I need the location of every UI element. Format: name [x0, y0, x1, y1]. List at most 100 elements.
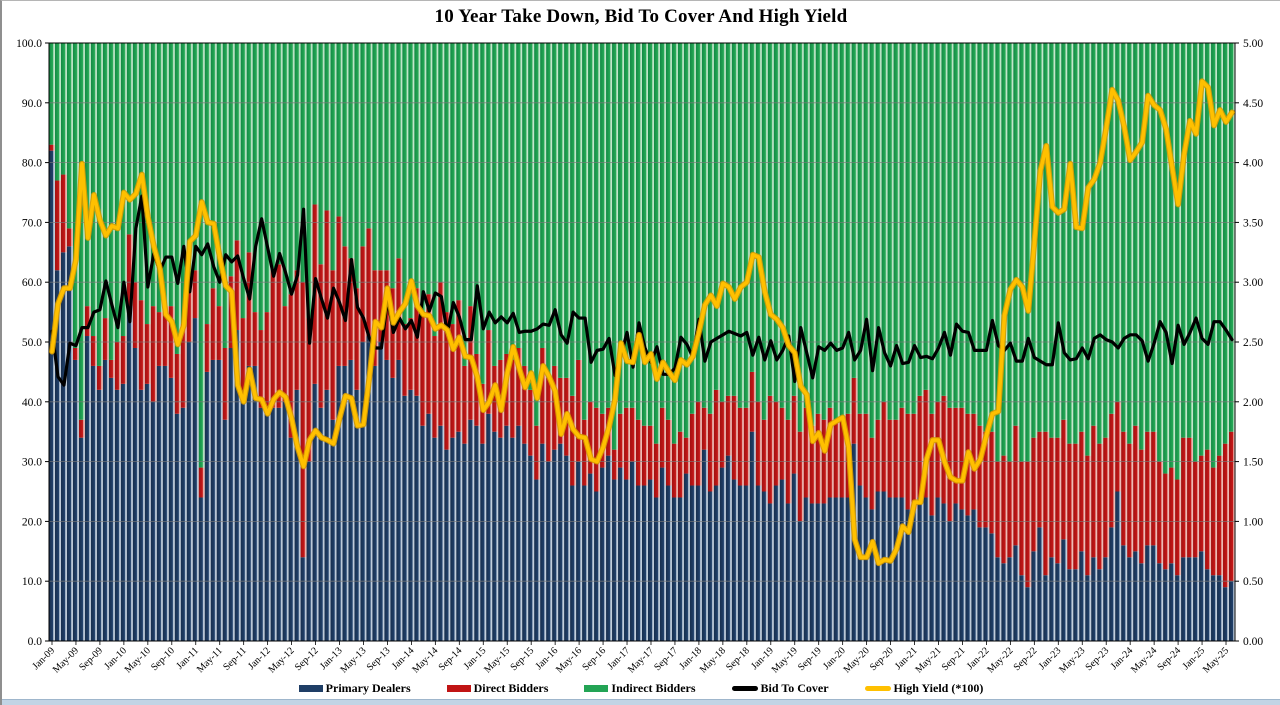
bar-direct-bidders	[492, 365, 499, 432]
bar-direct-bidders	[1217, 455, 1224, 576]
bar-indirect-bidders	[546, 43, 553, 378]
bar-direct-bidders	[330, 270, 337, 420]
bar-indirect-bidders	[282, 43, 289, 307]
bar-indirect-bidders	[168, 43, 175, 307]
bar-indirect-bidders	[779, 43, 786, 408]
bar-direct-bidders	[456, 300, 463, 432]
bar-direct-bidders	[689, 413, 696, 486]
bar-direct-bidders	[707, 413, 714, 492]
bar-indirect-bidders	[582, 43, 589, 420]
bar-primary-dealers	[318, 407, 325, 641]
bar-indirect-bidders	[522, 43, 529, 366]
bar-direct-bidders	[1001, 455, 1008, 564]
bar-indirect-bidders	[174, 43, 181, 354]
bar-primary-dealers	[1079, 551, 1086, 641]
bar-primary-dealers	[845, 497, 852, 641]
bar-primary-dealers	[222, 419, 229, 641]
bar-indirect-bidders	[665, 43, 673, 420]
bar-indirect-bidders	[701, 43, 708, 408]
bar-indirect-bidders	[156, 43, 163, 313]
bar-primary-dealers	[49, 150, 56, 641]
bar-primary-dealers	[1037, 527, 1044, 641]
bar-primary-dealers	[174, 413, 181, 641]
bar-indirect-bidders	[797, 43, 804, 432]
x-axis-tick-label: May-10	[123, 645, 153, 675]
bar-indirect-bidders	[270, 43, 277, 271]
x-axis-tick-label: May-11	[195, 645, 225, 675]
bar-direct-bidders	[1133, 425, 1140, 552]
bar-primary-dealers	[252, 365, 259, 641]
bar-primary-dealers	[600, 467, 607, 641]
bar-direct-bidders	[546, 377, 553, 462]
bar-primary-dealers	[695, 485, 702, 641]
bar-indirect-bidders	[312, 43, 319, 205]
bar-primary-dealers	[899, 497, 906, 641]
bar-primary-dealers	[108, 377, 115, 641]
bar-primary-dealers	[234, 330, 241, 641]
y-axis-tick-label: 2.00	[1243, 397, 1263, 409]
bar-direct-bidders	[258, 330, 265, 408]
bar-indirect-bidders	[246, 43, 253, 253]
bar-primary-dealers	[144, 383, 151, 641]
bar-indirect-bidders	[869, 43, 876, 438]
bar-primary-dealers	[1049, 557, 1056, 641]
bar-primary-dealers	[90, 365, 97, 641]
bar-indirect-bidders	[1073, 43, 1080, 444]
y-axis-right-labels: 5.00 4.50 4.00 3.50 3.00 2.50 2.00 1.50 1.00 0.50…	[1235, 38, 1263, 648]
bar-indirect-bidders	[911, 43, 918, 414]
legend-label-bid-to-cover: Bid To Cover	[760, 681, 829, 695]
bar-indirect-bidders	[1013, 43, 1020, 426]
bar-indirect-bidders	[594, 43, 601, 408]
bar-primary-dealers	[576, 461, 583, 641]
bar-direct-bidders	[1157, 461, 1164, 564]
bar-direct-bidders	[1061, 419, 1068, 540]
bar-primary-dealers	[1061, 539, 1068, 641]
bar-indirect-bidders	[767, 43, 774, 396]
chart-title: 10 Year Take Down, Bid To Cover And High…	[434, 6, 848, 27]
bar-direct-bidders	[402, 324, 409, 396]
bar-primary-dealers	[785, 503, 792, 641]
bar-direct-bidders	[1127, 443, 1134, 558]
bar-direct-bidders	[420, 312, 427, 426]
bar-direct-bidders	[839, 419, 846, 498]
x-axis-tick-label: Sep-16	[580, 645, 608, 673]
bar-indirect-bidders	[893, 43, 900, 420]
bar-direct-bidders	[372, 270, 379, 366]
bar-primary-dealers	[1217, 575, 1224, 641]
bar-indirect-bidders	[498, 43, 505, 360]
bar-direct-bidders	[857, 413, 864, 486]
bar-indirect-bidders	[887, 43, 894, 420]
bar-primary-dealers	[96, 389, 103, 641]
bar-primary-dealers	[809, 503, 816, 641]
bar-direct-bidders	[701, 407, 708, 450]
bar-indirect-bidders	[653, 43, 661, 444]
bar-primary-dealers	[624, 479, 631, 641]
bar-indirect-bidders	[1181, 43, 1188, 438]
bar-direct-bidders	[210, 288, 217, 360]
bar-direct-bidders	[234, 240, 241, 331]
bar-primary-dealers	[84, 336, 91, 641]
bar-indirect-bidders	[570, 43, 577, 396]
bar-indirect-bidders	[558, 43, 565, 378]
bar-indirect-bidders	[1019, 43, 1026, 462]
bar-primary-dealers	[881, 491, 888, 641]
bar-primary-dealers	[60, 252, 68, 642]
bar-direct-bidders	[1019, 461, 1026, 576]
bar-direct-bidders	[252, 312, 259, 366]
bar-direct-bidders	[360, 246, 367, 342]
bar-primary-dealers	[1157, 563, 1164, 641]
bar-primary-dealers	[198, 497, 205, 641]
bar-direct-bidders	[462, 365, 469, 444]
bar-primary-dealers	[953, 503, 960, 641]
bar-primary-dealers	[689, 485, 696, 641]
legend-swatch-high-yield-100	[864, 686, 891, 691]
bar-indirect-bidders	[414, 43, 421, 289]
bar-direct-bidders	[612, 449, 619, 480]
bar-primary-dealers	[755, 485, 762, 641]
bar-indirect-bidders	[1121, 43, 1128, 432]
bar-primary-dealers	[1133, 551, 1140, 641]
bar-indirect-bidders	[1163, 43, 1170, 474]
bar-direct-bidders	[516, 347, 523, 426]
bar-direct-bidders	[624, 407, 631, 480]
bar-direct-bidders	[683, 437, 690, 474]
